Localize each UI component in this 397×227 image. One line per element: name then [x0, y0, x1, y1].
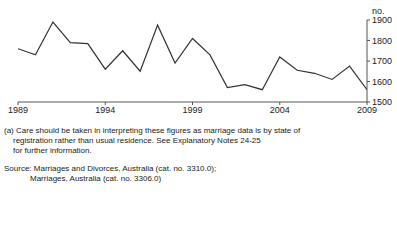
- svg-text:1999: 1999: [182, 105, 202, 115]
- svg-text:1800: 1800: [372, 36, 389, 46]
- html-text:for further information.: for further information.: [13, 146, 92, 155]
- html-text:no.: no.: [372, 6, 385, 16]
- svg-text:1600: 1600: [372, 77, 389, 87]
- svg-text:2004: 2004: [270, 105, 290, 115]
- svg-text:1994: 1994: [95, 105, 115, 115]
- svg-text:2009: 2009: [357, 105, 377, 116]
- svg-text:1500: 1500: [372, 97, 389, 107]
- html-text:(a) Care should be taken in in: (a) Care should be taken in interpreting…: [4, 126, 301, 135]
- html-text:Marriages, Australia (cat. no.: Marriages, Australia (cat. no. 3306.0): [30, 174, 162, 183]
- html-text:Source: Marriages and Divorces: Source: Marriages and Divorces, Australi…: [4, 164, 217, 173]
- html-text:registration rather than usual: registration rather than usual residence…: [13, 136, 261, 145]
- svg-text:1900: 1900: [372, 15, 389, 25]
- svg-text:1989: 1989: [8, 105, 28, 115]
- svg-text:1700: 1700: [372, 56, 389, 66]
